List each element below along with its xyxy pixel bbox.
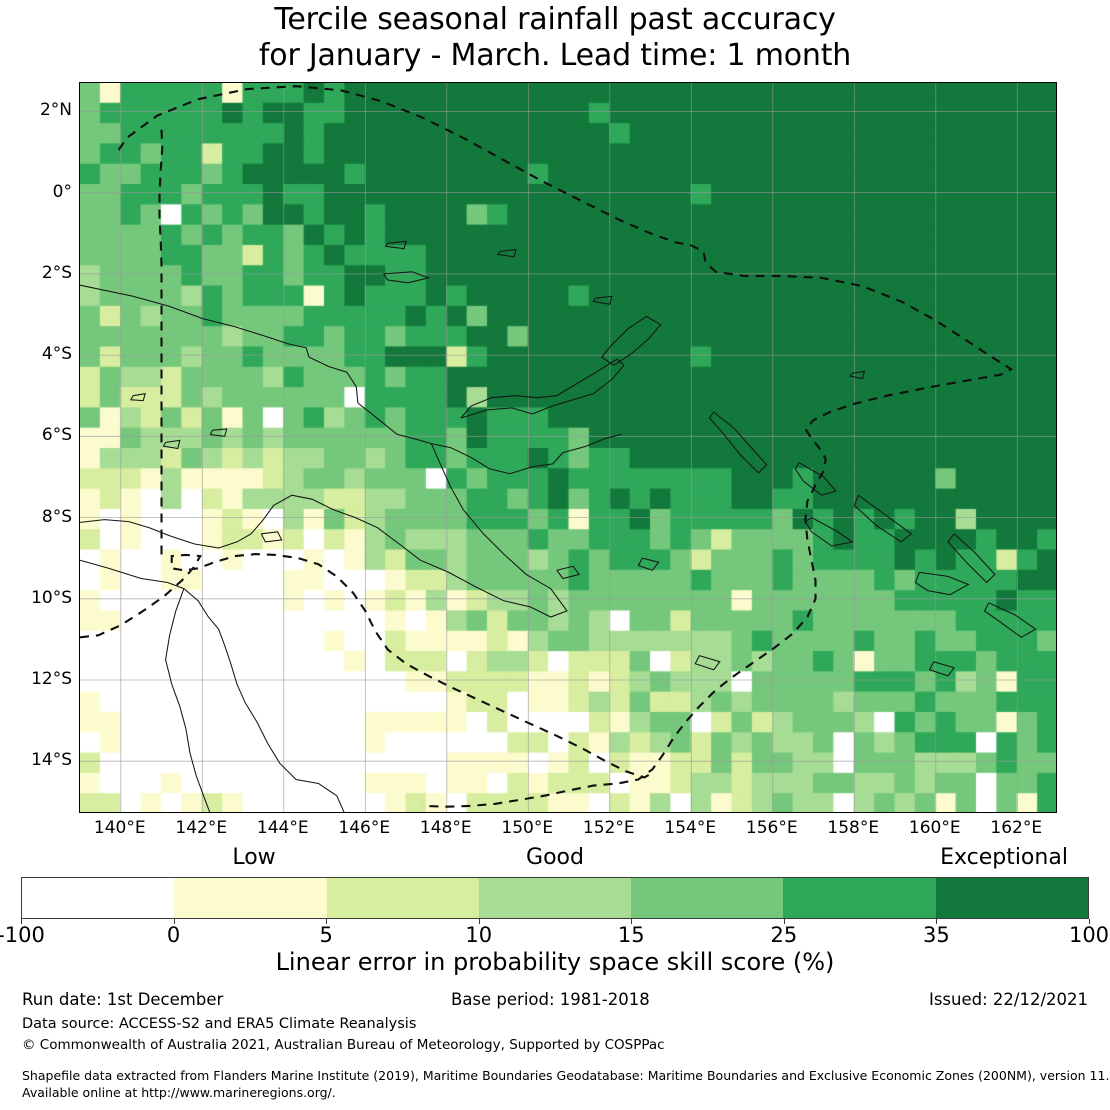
colorbar-category-labels: Low Good Exceptional xyxy=(0,845,1110,871)
colorbar-tickmark xyxy=(936,919,938,924)
coastline-overlay xyxy=(80,240,1037,812)
footer-run-date: Run date: 1st December xyxy=(22,990,224,1009)
colorbar-tickmark xyxy=(783,919,785,924)
x-axis-tick-label: 146°E xyxy=(338,818,391,838)
y-axis-tick-label: 2°S xyxy=(41,262,72,283)
colorbar-segment xyxy=(783,878,936,918)
category-label-exceptional: Exceptional xyxy=(940,845,1068,870)
x-axis-tick-label: 144°E xyxy=(256,818,309,838)
x-axis-tick-label: 156°E xyxy=(745,818,798,838)
footer-issued-date: Issued: 22/12/2021 xyxy=(928,990,1088,1009)
colorbar-segment xyxy=(478,878,632,918)
x-axis-tick-label: 140°E xyxy=(93,818,146,838)
footer-copyright: © Commonwealth of Australia 2021, Austra… xyxy=(22,1037,665,1053)
colorbar-segment xyxy=(935,878,1088,918)
colorbar-gradient[interactable] xyxy=(21,877,1089,919)
y-axis-tick-label: 0° xyxy=(52,181,72,202)
colorbar-segment xyxy=(631,878,784,918)
graticule-gridlines xyxy=(80,83,1056,812)
footer-shapefile-line-2: Available online at http://www.marinereg… xyxy=(22,1085,336,1100)
x-axis-tick-label: 142°E xyxy=(175,818,228,838)
footer-region: Run date: 1st December Base period: 1981… xyxy=(0,990,1110,1110)
colorbar-tick-label: 25 xyxy=(770,923,798,947)
title-line-1: Tercile seasonal rainfall past accuracy xyxy=(274,2,836,37)
colorbar-tick-label: 35 xyxy=(923,923,950,947)
category-label-good: Good xyxy=(526,845,584,870)
y-axis-tick-label: 6°S xyxy=(41,425,72,446)
colorbar-segment xyxy=(174,878,327,918)
y-axis-tick-label: 12°S xyxy=(31,668,72,689)
x-axis-tick-label: 158°E xyxy=(827,818,880,838)
title-line-2: for January - March. Lead time: 1 month xyxy=(258,38,852,73)
eez-boundary-overlay xyxy=(80,85,1014,808)
map-plot-area[interactable] xyxy=(79,82,1057,813)
x-axis-tick-label: 154°E xyxy=(664,818,717,838)
map-frame xyxy=(79,82,1057,813)
y-axis-tick-label: 2°N xyxy=(39,100,72,121)
colorbar-tick-label: 15 xyxy=(617,923,645,947)
x-axis-tick-label: 152°E xyxy=(582,818,635,838)
colorbar-tickmark xyxy=(173,919,175,924)
skill-score-heatmap xyxy=(80,83,1056,812)
colorbar-tick-label: 0 xyxy=(166,923,181,947)
x-axis-tick-label: 160°E xyxy=(908,818,961,838)
footer-base-period: Base period: 1981-2018 xyxy=(451,990,650,1009)
footer-shapefile-line-1: Shapefile data extracted from Flanders M… xyxy=(22,1068,1110,1083)
colorbar-tickmark xyxy=(1089,919,1090,924)
colorbar-tick-labels: -100 0 5 10 15 25 35 100 xyxy=(0,919,1110,949)
colorbar-tickmark xyxy=(21,919,22,924)
colorbar-tick-label: 5 xyxy=(319,923,333,947)
category-label-low: Low xyxy=(232,845,276,870)
colorbar-region: Low Good Exceptional -100 0 5 10 15 25 35 100 L… xyxy=(0,845,1110,976)
y-axis-tick-label: 4°S xyxy=(41,344,72,365)
colorbar-tick-label: 100 xyxy=(1068,923,1110,947)
colorbar-tickmark xyxy=(478,919,480,924)
colorbar-segment xyxy=(326,878,479,918)
y-axis-tick-label: 10°S xyxy=(31,587,72,608)
colorbar-tick-label: -100 xyxy=(0,923,45,947)
footer-data-source: Data source: ACCESS-S2 and ERA5 Climate … xyxy=(22,1016,417,1032)
y-axis-tick-label: 8°S xyxy=(41,506,72,527)
colorbar-tick-label: 10 xyxy=(465,923,493,947)
page-title: Tercile seasonal rainfall past accuracy … xyxy=(0,2,1110,74)
colorbar-segment xyxy=(22,878,175,918)
y-axis-tick-label: 14°S xyxy=(31,750,72,771)
x-axis-tick-label: 162°E xyxy=(990,818,1043,838)
colorbar-axis-title: Linear error in probability space skill … xyxy=(275,948,835,976)
x-axis-tick-label: 150°E xyxy=(501,818,554,838)
colorbar-tickmark xyxy=(326,919,328,924)
x-axis-tick-label: 148°E xyxy=(419,818,472,838)
y-axis-tick-labels: 2°N 0° 2°S 4°S 6°S 8°S 10°S 12°S 14°S xyxy=(0,0,72,1110)
colorbar-tickmark xyxy=(631,919,633,924)
